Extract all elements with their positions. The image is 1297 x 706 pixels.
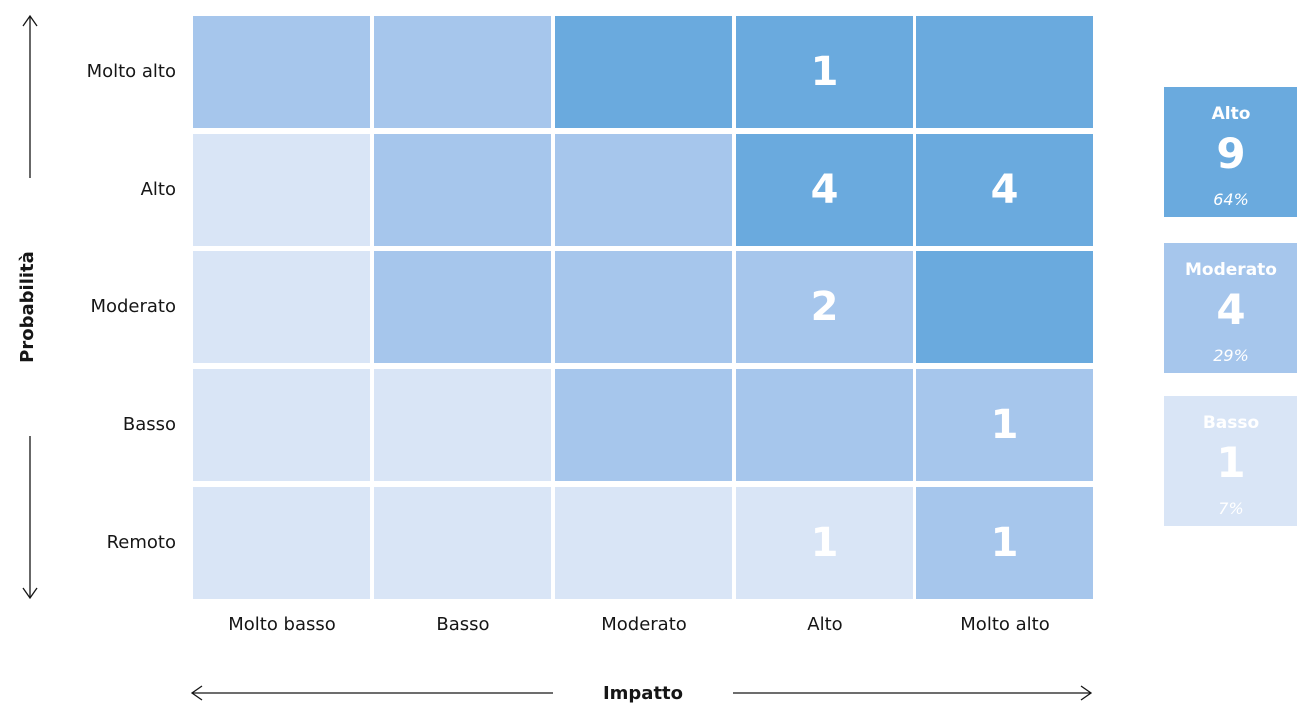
y-axis-up-arrow xyxy=(22,14,38,178)
cell-value-label: 1 xyxy=(990,402,1019,448)
x-axis-left-arrow xyxy=(190,685,553,701)
heatmap-cell: 4 xyxy=(916,134,1093,246)
summary-box: Basso 1 7% xyxy=(1164,396,1297,526)
x-axis-right-arrow xyxy=(733,685,1093,701)
heatmap-cell xyxy=(193,16,370,128)
cell-value-label: 2 xyxy=(810,284,839,330)
heatmap-cell xyxy=(555,16,732,128)
heatmap-cell xyxy=(916,16,1093,128)
summary-percent: 64% xyxy=(1213,190,1249,209)
y-tick-label: Basso xyxy=(122,414,176,435)
y-axis-down-arrow xyxy=(22,436,38,600)
heatmap-cell: 1 xyxy=(736,487,913,599)
cell-value-label: 4 xyxy=(810,167,839,213)
y-tick-label: Moderato xyxy=(90,296,176,317)
summary-box: Alto 9 64% xyxy=(1164,87,1297,217)
summary-level-label: Moderato xyxy=(1185,260,1277,280)
heatmap-cell xyxy=(193,487,370,599)
heatmap-cell xyxy=(555,134,732,246)
y-tick-label: Molto alto xyxy=(86,61,176,82)
x-tick-label: Basso xyxy=(436,614,490,635)
cell-value-label: 1 xyxy=(810,520,839,566)
summary-count: 1 xyxy=(1216,438,1246,487)
summary-percent: 7% xyxy=(1218,499,1244,518)
x-tick-label: Molto basso xyxy=(228,614,336,635)
heatmap-cell: 4 xyxy=(736,134,913,246)
heatmap-cell xyxy=(555,251,732,363)
heatmap-cell: 1 xyxy=(916,487,1093,599)
heatmap-cell xyxy=(916,251,1093,363)
y-axis-title: Probabilità xyxy=(17,251,38,363)
heatmap-cell: 1 xyxy=(916,369,1093,481)
heatmap-cell xyxy=(374,16,551,128)
heatmap-cell xyxy=(193,134,370,246)
summary-count: 9 xyxy=(1216,129,1246,178)
x-tick-label: Molto alto xyxy=(960,614,1050,635)
summary-box: Moderato 4 29% xyxy=(1164,243,1297,373)
heatmap-cell xyxy=(374,251,551,363)
cell-value-label: 1 xyxy=(810,49,839,95)
summary-level-label: Alto xyxy=(1211,104,1251,124)
heatmap-cell xyxy=(736,369,913,481)
summary-count: 4 xyxy=(1216,285,1246,334)
heatmap-cell xyxy=(193,251,370,363)
heatmap-cell xyxy=(555,487,732,599)
x-tick-label: Moderato xyxy=(601,614,687,635)
heatmap-cell xyxy=(374,487,551,599)
heatmap-cell xyxy=(374,369,551,481)
heatmap-cell: 2 xyxy=(736,251,913,363)
summary-percent: 29% xyxy=(1213,346,1249,365)
heatmap-cell xyxy=(374,134,551,246)
heatmap-cell xyxy=(555,369,732,481)
summary-level-label: Basso xyxy=(1202,413,1260,433)
y-tick-label: Alto xyxy=(140,179,176,200)
x-tick-label: Alto xyxy=(807,614,843,635)
cell-value-label: 1 xyxy=(990,520,1019,566)
y-tick-label: Remoto xyxy=(106,532,176,553)
heatmap-cell: 1 xyxy=(736,16,913,128)
x-axis-title: Impatto xyxy=(602,683,684,704)
heatmap-cell xyxy=(193,369,370,481)
cell-value-label: 4 xyxy=(990,167,1019,213)
